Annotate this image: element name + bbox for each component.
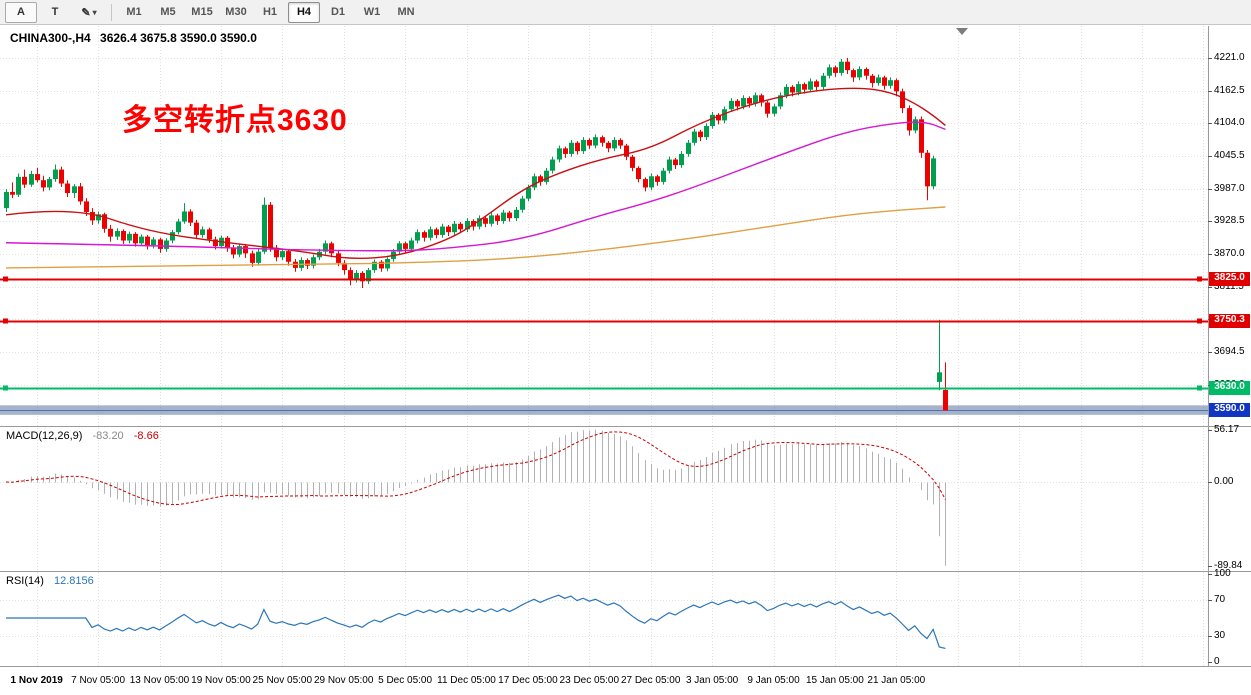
date-label: 5 Dec 05:00 xyxy=(378,675,433,686)
timeframe-buttons-group: M1 M5 M15 M30 H1 H4 D1 W1 MN xyxy=(117,1,423,23)
price-axis-label: 3870.0 xyxy=(1214,247,1245,259)
timeframe-button-m1[interactable]: M1 xyxy=(126,6,142,18)
price-axis-label: 4045.5 xyxy=(1214,149,1245,161)
chart-symbol-label: CHINA300-,H4 xyxy=(10,31,91,45)
chart-shift-marker-icon[interactable] xyxy=(956,28,968,35)
tool-buttons-group: A T ✎ ▾ xyxy=(4,1,106,23)
macd-signal-value: -8.66 xyxy=(133,430,159,442)
date-label: 29 Nov 05:00 xyxy=(313,675,374,686)
date-label: 7 Nov 05:00 xyxy=(71,675,126,686)
hline-price-tag[interactable]: 3825.0 xyxy=(1209,272,1250,287)
rsi-axis-label: 30 xyxy=(1214,629,1226,641)
macd-axis-label: -89.84 xyxy=(1214,559,1243,571)
chart-header: CHINA300-,H4 3626.4 3675.8 3590.0 3590.0 xyxy=(10,31,263,45)
timeframe-button-m30[interactable]: M30 xyxy=(225,6,247,18)
hline-price-tag[interactable]: 3750.3 xyxy=(1209,313,1250,328)
chevron-down-icon: ▾ xyxy=(92,7,97,17)
timeframe-button-m15[interactable]: M15 xyxy=(191,6,213,18)
date-label: 13 Nov 05:00 xyxy=(129,675,190,686)
text-tool-button[interactable]: T xyxy=(51,6,59,18)
date-label: 3 Jan 05:00 xyxy=(685,675,739,686)
timeframe-button-m5[interactable]: M5 xyxy=(160,6,176,18)
macd-axis-label: 56.17 xyxy=(1214,423,1240,435)
date-label: 11 Dec 05:00 xyxy=(437,675,496,686)
toolbar: A T ✎ ▾ M1 M5 M15 M30 H1 H4 D1 W1 MN xyxy=(0,0,1251,25)
rsi-value: 12.8156 xyxy=(53,575,94,587)
timeframe-button-d1[interactable]: D1 xyxy=(330,6,346,18)
rsi-axis-label: 70 xyxy=(1214,594,1226,606)
timeframe-button-h4[interactable]: H4 xyxy=(288,1,320,23)
price-axis-label: 3694.5 xyxy=(1214,345,1245,357)
macd-indicator-label: MACD(12,26,9) -83.20 -8.66 xyxy=(6,430,159,442)
macd-axis-label: 0.00 xyxy=(1214,476,1234,487)
rsi-title: RSI(14) xyxy=(6,575,44,587)
timeframe-button-h1[interactable]: H1 xyxy=(262,6,278,18)
price-axis-label: 4104.0 xyxy=(1214,117,1245,129)
macd-title: MACD(12,26,9) xyxy=(6,430,83,442)
date-label: 21 Jan 05:00 xyxy=(867,675,926,686)
price-axis-label: 4162.5 xyxy=(1214,84,1245,96)
hline-price-tag[interactable]: 3630.0 xyxy=(1209,381,1250,395)
timeframe-button-w1[interactable]: W1 xyxy=(363,6,381,18)
rsi-indicator-label: RSI(14) 12.8156 xyxy=(6,575,94,587)
cursor-tool-button[interactable]: A xyxy=(5,1,37,23)
rsi-axis-label: 100 xyxy=(1214,568,1231,579)
objects-tool-button[interactable]: ✎ ▾ xyxy=(81,6,97,19)
date-label: 23 Dec 05:00 xyxy=(559,675,620,686)
price-axis-label: 3928.5 xyxy=(1214,215,1245,227)
date-label: 17 Dec 05:00 xyxy=(498,675,558,686)
current-price-tag: 3590.0 xyxy=(1209,403,1250,418)
date-label: 25 Nov 05:00 xyxy=(252,675,313,686)
chart-annotation-text[interactable]: 多空转折点3630 xyxy=(122,104,348,137)
timeframe-button-mn[interactable]: MN xyxy=(397,6,415,18)
price-axis-label: 3811.5 xyxy=(1214,280,1244,292)
date-label: 15 Jan 05:00 xyxy=(805,675,864,686)
macd-main-value: -83.20 xyxy=(92,430,124,442)
toolbar-separator xyxy=(111,3,112,21)
price-axis-label: 3987.0 xyxy=(1214,182,1245,194)
date-label: 1 Nov 2019 xyxy=(10,675,63,686)
date-label: 19 Nov 05:00 xyxy=(191,675,251,686)
price-axis-label: 4221.0 xyxy=(1214,51,1245,63)
chart-ohlc-values: 3626.4 3675.8 3590.0 3590.0 xyxy=(100,31,257,45)
date-label: 9 Jan 05:00 xyxy=(747,675,800,686)
rsi-axis-label: 0 xyxy=(1214,656,1220,667)
date-label: 27 Dec 05:00 xyxy=(620,675,681,686)
